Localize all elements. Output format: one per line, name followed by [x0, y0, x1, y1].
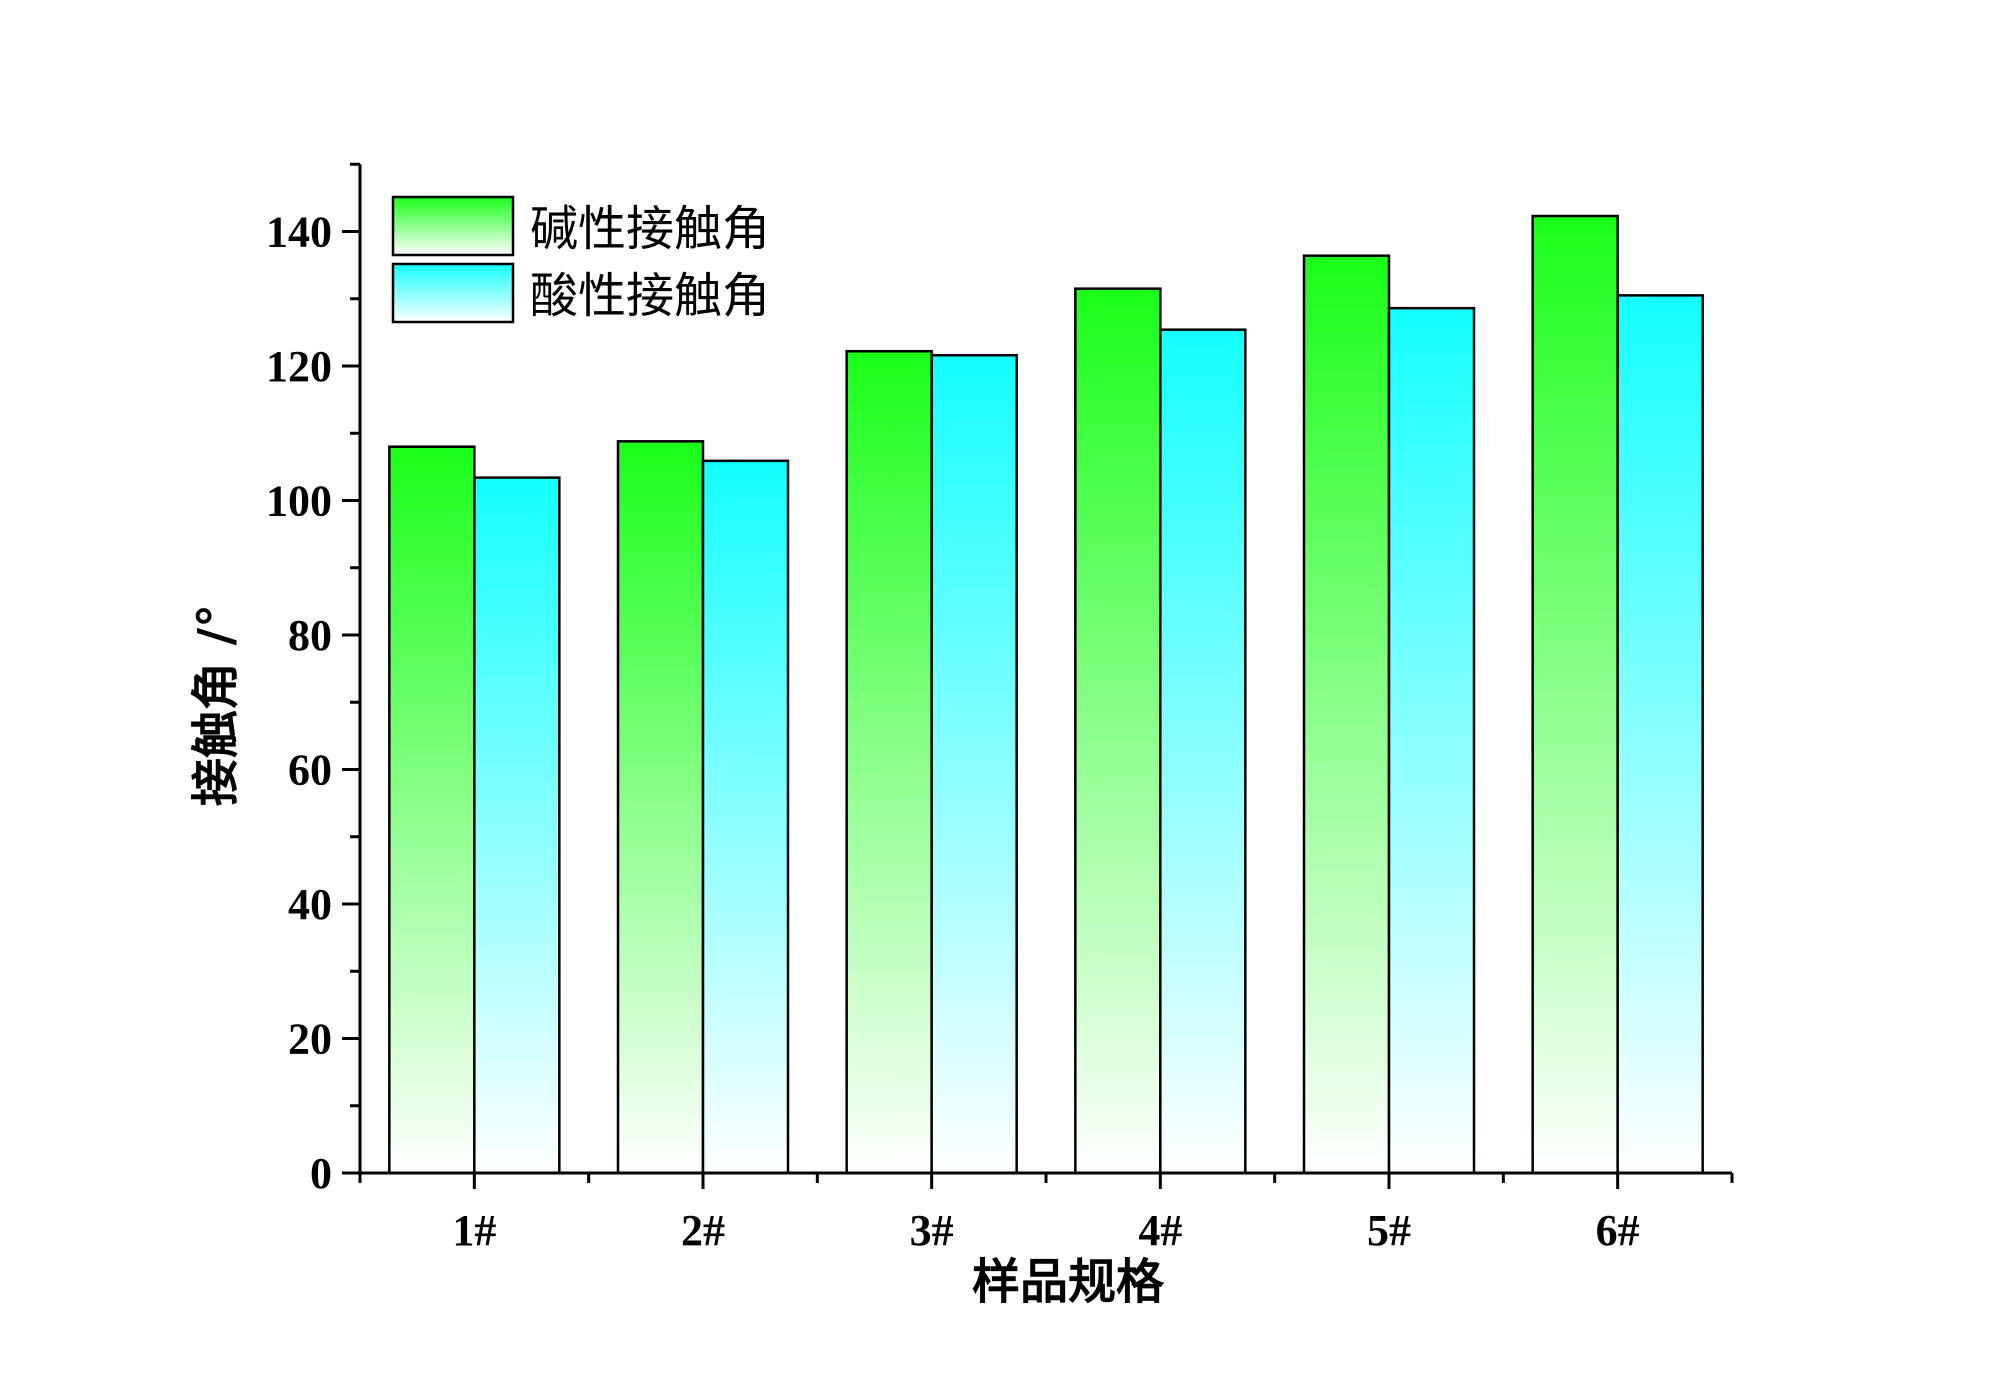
x-tick-label: 3#	[910, 1206, 954, 1255]
x-axis-title: 样品规格	[972, 1254, 1165, 1310]
x-tick-label: 5#	[1367, 1206, 1411, 1255]
x-tick-label: 6#	[1596, 1206, 1640, 1255]
legend-label-acid: 酸性接触角	[530, 268, 770, 324]
bar-acid-1	[473, 476, 561, 1175]
bar-acid-3	[930, 353, 1018, 1175]
bar-acid-2	[701, 459, 790, 1175]
legend-label-alkaline: 碱性接触角	[530, 201, 770, 257]
bar-acid-5	[1387, 306, 1476, 1175]
bar-acid-4	[1159, 328, 1247, 1175]
legend: 碱性接触角 酸性接触角	[391, 195, 770, 324]
bar-alkaline-4	[1074, 287, 1162, 1175]
bar-alkaline-3	[845, 349, 933, 1175]
y-tick-label: 60	[288, 746, 332, 795]
bar-alkaline-5	[1302, 254, 1391, 1175]
y-axis-title: 接触角 /°	[188, 604, 244, 806]
bar-alkaline-1	[388, 445, 476, 1175]
y-tick-label: 20	[288, 1015, 332, 1064]
ticks-layer: 0 20 40 60 80 100 120 140 1# 2# 3# 4# 5# 6#	[266, 162, 1734, 1255]
legend-swatch-alkaline	[391, 195, 515, 257]
y-tick-label: 140	[266, 208, 332, 257]
y-tick-label: 120	[266, 342, 332, 391]
y-tick-label: 100	[266, 477, 332, 526]
bars-layer	[388, 214, 1704, 1175]
y-tick-label: 40	[288, 880, 332, 929]
bar-acid-6	[1616, 294, 1704, 1175]
x-tick-label: 4#	[1138, 1206, 1182, 1255]
x-tick-label: 1#	[452, 1206, 496, 1255]
bar-alkaline-6	[1531, 214, 1619, 1175]
x-tick-label: 2#	[681, 1206, 725, 1255]
bar-alkaline-2	[616, 440, 705, 1175]
y-tick-label: 0	[310, 1149, 332, 1198]
legend-swatch-acid	[391, 262, 515, 324]
y-tick-label: 80	[288, 611, 332, 660]
